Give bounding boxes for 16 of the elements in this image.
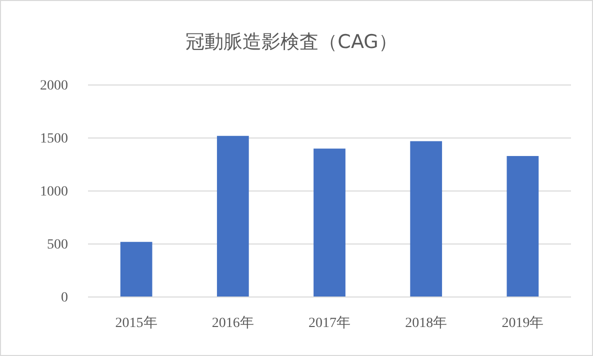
x-tick-label: 2015年 bbox=[115, 314, 158, 331]
bar bbox=[314, 148, 346, 297]
bar bbox=[410, 141, 442, 297]
x-tick-label: 2017年 bbox=[308, 314, 350, 331]
x-tick-label: 2016年 bbox=[212, 314, 254, 331]
y-tick-label: 2000 bbox=[40, 78, 68, 94]
x-tick-label: 2018年 bbox=[405, 314, 448, 331]
bar bbox=[216, 136, 249, 297]
y-tick-label: 1000 bbox=[40, 184, 68, 200]
bar bbox=[120, 242, 152, 297]
y-tick-label: 0 bbox=[61, 290, 68, 306]
y-tick-label: 500 bbox=[47, 237, 68, 252]
bar bbox=[506, 156, 539, 297]
x-tick-label: 2019年 bbox=[502, 314, 544, 331]
y-tick-label: 1500 bbox=[40, 131, 68, 146]
chart-title: 冠動脈造影検査（CAG） bbox=[186, 31, 398, 53]
